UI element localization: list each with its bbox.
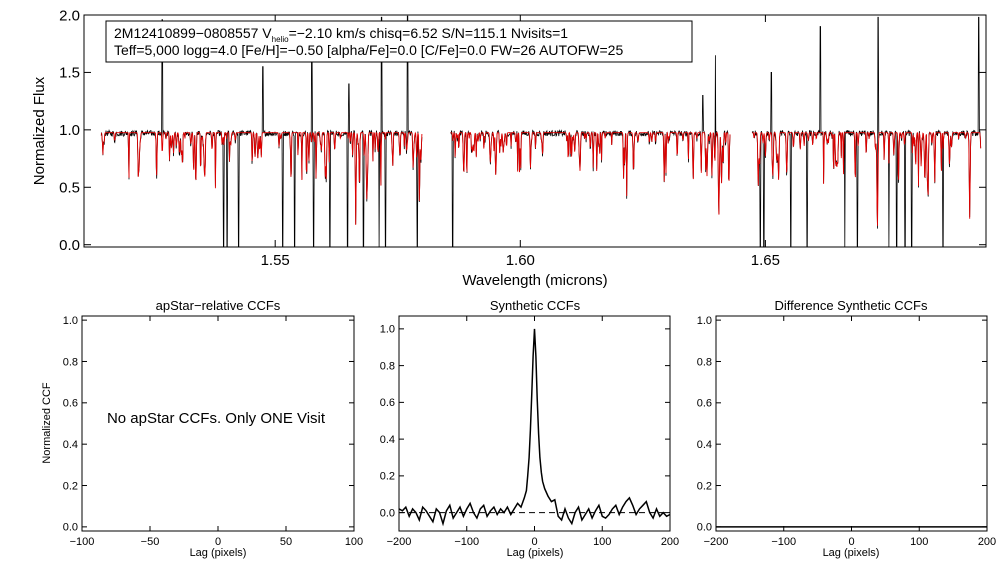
- spectrum-ylabel: Normalized Flux: [31, 76, 48, 185]
- info-box: [105, 20, 693, 63]
- synthetic-ytick-label: 0.4: [380, 434, 395, 446]
- spectrum-ticks: 1.55 1.60 1.65 0.0 0.5 1.0 1.5 2.0: [59, 7, 986, 269]
- difference-ccf-title: Difference Synthetic CCFs: [775, 298, 928, 313]
- synthetic-xtick-label: 200: [661, 536, 679, 548]
- difference-xtick-label: −100: [771, 536, 796, 548]
- spectrum-xtick-label: 1.65: [751, 252, 780, 269]
- difference-ytick-label: 0.6: [697, 398, 712, 410]
- info-line-1: 2M12410899−0808557 Vhelio=−2.10 km/s chi…: [114, 25, 568, 44]
- difference-ytick-label: 0.4: [697, 439, 712, 451]
- spectrum-ytick-label: 0.0: [59, 237, 80, 254]
- synthetic-ytick-label: 1.0: [380, 324, 395, 336]
- difference-ytick-label: 0.0: [697, 522, 712, 534]
- apstar-ytick-label: 1.0: [63, 315, 78, 327]
- difference-xtick-label: 200: [978, 536, 996, 548]
- apstar-ccf-title: apStar−relative CCFs: [156, 298, 281, 313]
- apstar-ylabel: Normalized CCF: [41, 382, 53, 464]
- apstar-xtick-label: −50: [141, 536, 160, 548]
- apstar-xtick-label: 100: [345, 536, 363, 548]
- apstar-xlabel: Lag (pixels): [190, 547, 247, 559]
- synthetic-ytick-label: 0.6: [380, 397, 395, 409]
- difference-xtick-label: 100: [910, 536, 928, 548]
- apstar-ytick-label: 0.0: [63, 522, 78, 534]
- difference-ytick-label: 0.8: [697, 356, 712, 368]
- spectrum-xtick-label: 1.55: [261, 252, 290, 269]
- synthetic-ccf-line: [398, 328, 671, 527]
- synthetic-xtick-label: −200: [387, 536, 412, 548]
- model-spectrum-segment-3: [752, 132, 982, 226]
- synthetic-xlabel: Lag (pixels): [507, 547, 564, 559]
- spectrum-panel: 1.55 1.60 1.65 0.0 0.5 1.0 1.5 2.0 2M12410899−0…: [31, 7, 987, 289]
- synthetic-plot-area: [398, 328, 671, 527]
- difference-frame: [715, 315, 988, 532]
- apstar-ytick-label: 0.6: [63, 398, 78, 410]
- apstar-ytick-label: 0.8: [63, 356, 78, 368]
- synthetic-xtick-label: 100: [593, 536, 611, 548]
- synthetic-ytick-label: 0.2: [380, 471, 395, 483]
- synthetic-ytick-label: 0.0: [380, 507, 395, 519]
- difference-ytick-label: 0.2: [697, 480, 712, 492]
- apstar-xtick-label: 50: [280, 536, 292, 548]
- info-line-2: Teff=5,000 logg=4.0 [Fe/H]=−0.50 [alpha/…: [114, 42, 623, 58]
- synthetic-ccf-title: Synthetic CCFs: [490, 298, 581, 313]
- spectrum-xtick-label: 1.60: [506, 252, 535, 269]
- spectrum-xlabel: Wavelength (microns): [462, 272, 607, 289]
- difference-xtick-label: 0: [848, 536, 854, 548]
- spectrum-plot-area: [100, 15, 982, 248]
- spectrum-ytick-label: 1.0: [59, 122, 80, 139]
- info-line-1-values: =−2.10 km/s chisq=6.52 S/N=115.1 Nvisits…: [289, 25, 569, 41]
- apstar-ytick-label: 0.2: [63, 480, 78, 492]
- info-line-1-subscript: helio: [272, 35, 289, 44]
- apstar-ccf-panel: apStar−relative CCFs −100 −50 0 50 100 0.0 0.2…: [41, 298, 363, 559]
- synthetic-ccf-panel: Synthetic CCFs −200 −100 0 100 200 0.0 0.2 0.4 0…: [380, 298, 679, 559]
- apstar-xtick-label: 0: [215, 536, 221, 548]
- difference-ytick-label: 1.0: [697, 315, 712, 327]
- difference-xtick-label: −200: [704, 536, 729, 548]
- synthetic-ytick-label: 0.8: [380, 360, 395, 372]
- difference-xlabel: Lag (pixels): [823, 547, 880, 559]
- apstar-xtick-label: −100: [70, 536, 95, 548]
- spectrum-ytick-label: 1.5: [59, 65, 80, 82]
- difference-ccf-panel: Difference Synthetic CCFs −200 −100 0 100 20…: [697, 298, 996, 559]
- apstar-ticks: −100 −50 0 50 100 0.0 0.2 0.4 0.6 0.8 1.0: [63, 315, 363, 548]
- difference-ticks: −200 −100 0 100 200 0.0 0.2 0.4 0.6 0.8 1.0: [697, 315, 996, 548]
- model-spectrum-segment-1: [100, 131, 423, 225]
- apstar-ytick-label: 0.4: [63, 439, 78, 451]
- spectrum-frame: [83, 14, 987, 248]
- spectrum-ytick-label: 2.0: [59, 7, 80, 24]
- synthetic-xtick-label: −100: [454, 536, 479, 548]
- model-spectrum-segment-2: [450, 131, 731, 215]
- synthetic-ticks: −200 −100 0 100 200 0.0 0.2 0.4 0.6 0.8 1.0: [380, 316, 679, 548]
- no-ccf-message: No apStar CCFs. Only ONE Visit: [107, 410, 326, 427]
- info-line-1-object: 2M12410899−0808557 V: [114, 25, 272, 41]
- spectrum-ytick-label: 0.5: [59, 180, 80, 197]
- synthetic-xtick-label: 0: [531, 536, 537, 548]
- observed-spectrum-segment-3: [751, 16, 982, 248]
